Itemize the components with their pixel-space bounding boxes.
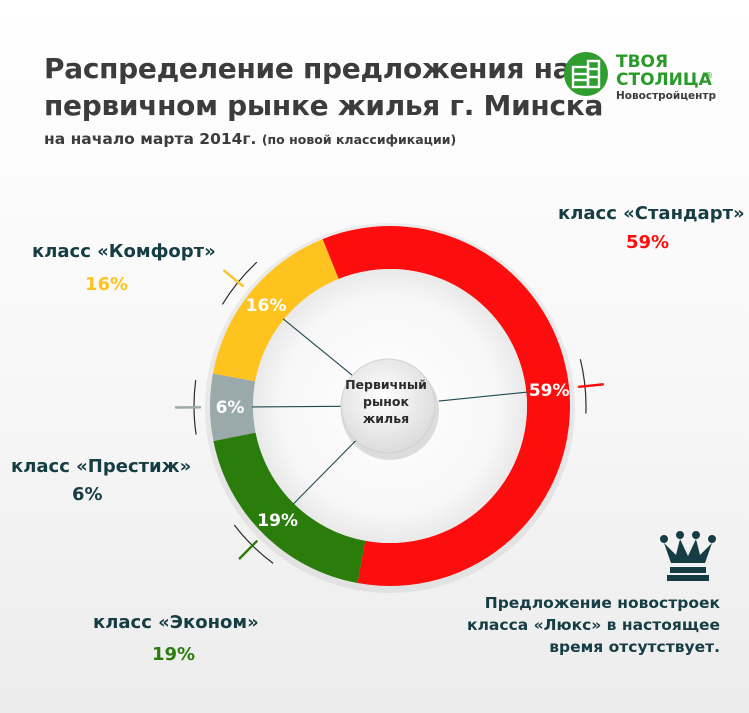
prestige-class-label: класс «Престиж» bbox=[11, 456, 192, 477]
title-line-1: Распределение предложения на bbox=[44, 52, 572, 85]
slice-labels: 59% 19% 6% 16% bbox=[216, 296, 570, 531]
lux-note-line-3: время отсутствует. bbox=[549, 638, 720, 656]
slice-2 bbox=[210, 373, 256, 441]
economy-class-percent: 19% bbox=[152, 644, 196, 665]
center-label-line-1: Первичный bbox=[345, 377, 427, 392]
callout-tick-0 bbox=[577, 383, 605, 388]
standard-class-percent: 59% bbox=[626, 232, 670, 253]
pointer-line-0 bbox=[438, 391, 528, 402]
slice-label-2: 6% bbox=[216, 398, 245, 418]
subtitle-note: (по новой классификации) bbox=[261, 132, 457, 147]
pointer-line-3 bbox=[282, 318, 353, 376]
slice-0 bbox=[322, 225, 570, 586]
slice-label-1: 19% bbox=[257, 511, 298, 531]
center-label-line-3: жилья bbox=[362, 411, 410, 426]
economy-class-label: класс «Эконом» bbox=[93, 612, 259, 633]
brand-logo: ТВОЯ СТОЛИЦА ® Новостройцентр bbox=[564, 52, 717, 104]
slice-label-0: 59% bbox=[529, 381, 570, 401]
donut-slices bbox=[210, 225, 570, 586]
slice-1 bbox=[213, 432, 366, 584]
callout-ticks bbox=[174, 261, 605, 564]
comfort-class-label: класс «Комфорт» bbox=[32, 241, 216, 262]
standard-class-label: класс «Стандарт» bbox=[558, 203, 745, 224]
lux-note-line-1: Предложение новостроек bbox=[484, 594, 720, 612]
callout-tick-3 bbox=[222, 269, 244, 288]
pointer-lines bbox=[251, 318, 528, 505]
logo-registered-mark: ® bbox=[705, 71, 713, 80]
lux-note-line-2: класса «Люкс» в настоящее bbox=[467, 616, 720, 634]
logo-tagline: Новостройцентр bbox=[616, 90, 717, 102]
center-label: Первичный рынок жилья bbox=[336, 376, 436, 427]
page-title: Распределение предложения на первичном р… bbox=[44, 50, 603, 124]
center-hub bbox=[340, 358, 436, 454]
slice-3 bbox=[212, 239, 339, 382]
center-label-line-2: рынок bbox=[363, 394, 409, 409]
logo-name-line-1: ТВОЯ bbox=[616, 52, 669, 72]
logo-name-line-2: СТОЛИЦА bbox=[616, 70, 712, 90]
prestige-class-percent: 6% bbox=[72, 484, 103, 505]
pointer-line-1 bbox=[292, 440, 356, 505]
callout-tick-1 bbox=[238, 540, 258, 560]
slice-label-3: 16% bbox=[246, 296, 287, 316]
title-line-2: первичном рынке жилья г. Минска bbox=[44, 89, 604, 122]
crown-icon bbox=[658, 530, 718, 582]
building-icon bbox=[564, 52, 608, 96]
subtitle-date: на начало марта 2014г. bbox=[44, 130, 257, 148]
pointer-line-2 bbox=[251, 405, 342, 408]
page-subtitle: на начало марта 2014г. (по новой классиф… bbox=[44, 130, 456, 148]
comfort-class-percent: 16% bbox=[85, 274, 129, 295]
lux-class-note: Предложение новостроек класса «Люкс» в н… bbox=[420, 592, 720, 658]
